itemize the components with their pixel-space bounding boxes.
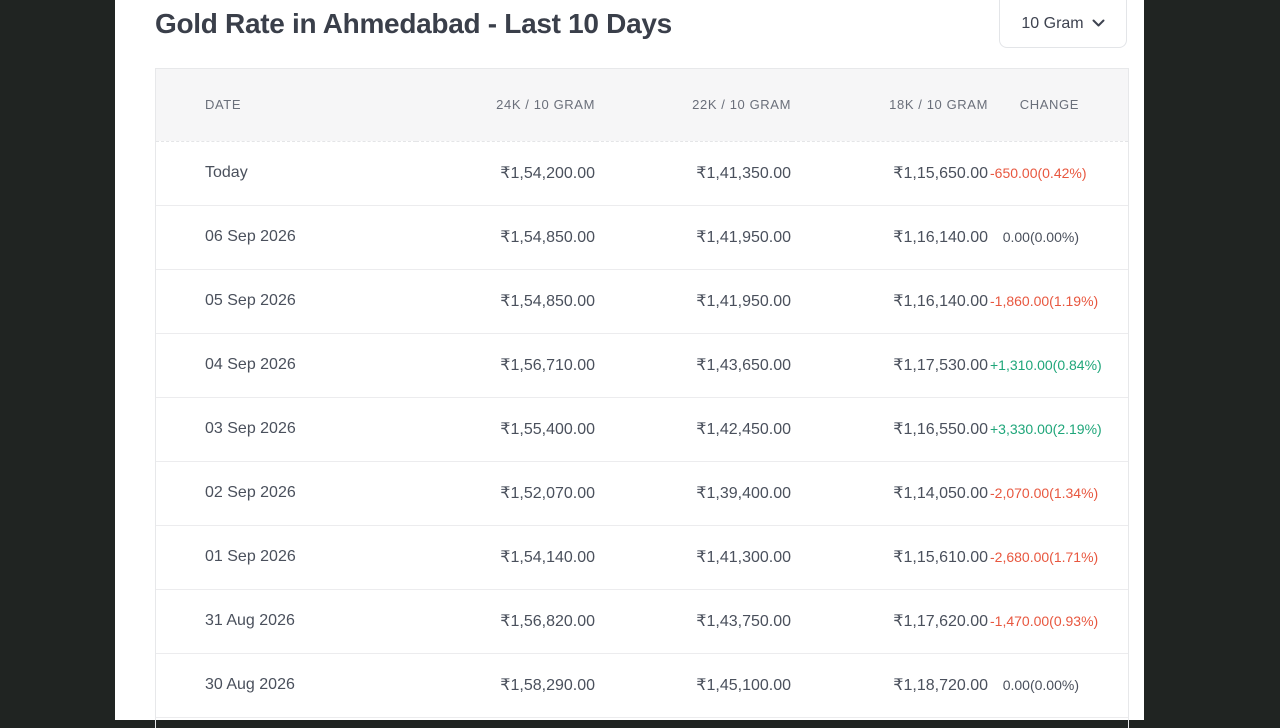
table-header-row: DATE 24K / 10 GRAM 22K / 10 GRAM 18K / 1… — [156, 69, 1128, 142]
change-cell: -1,860.00(1.19%) — [989, 269, 1128, 334]
table-row: Today ₹1,54,200.00 ₹1,41,350.00 ₹1,15,650.0… — [156, 141, 1128, 206]
rate-24k-cell: ₹1,52,070.00 — [416, 461, 596, 526]
rate-22k-cell: ₹1,42,450.00 — [596, 397, 792, 462]
rate-18k-cell: ₹1,16,140.00 — [792, 269, 989, 334]
table-row: 06 Sep 2026 ₹1,54,850.00 ₹1,41,950.00 ₹1,16… — [156, 205, 1128, 270]
rate-24k-cell: ₹1,54,850.00 — [416, 205, 596, 270]
date-cell: 06 Sep 2026 — [156, 205, 416, 270]
table-row: 03 Sep 2026 ₹1,55,400.00 ₹1,42,450.00 ₹1,16… — [156, 397, 1128, 462]
column-header-24k: 24K / 10 GRAM — [416, 69, 596, 142]
column-header-date: DATE — [156, 69, 416, 142]
rate-24k-cell: ₹1,56,710.00 — [416, 333, 596, 398]
rate-24k-cell: ₹1,54,200.00 — [416, 141, 596, 206]
column-header-18k: 18K / 10 GRAM — [792, 69, 989, 142]
unit-dropdown[interactable]: 10 Gram — [999, 0, 1127, 48]
rate-22k-cell: ₹1,43,750.00 — [596, 589, 792, 654]
rate-22k-cell: ₹1,45,100.00 — [596, 653, 792, 718]
table-row: 30 Aug 2026 ₹1,58,290.00 ₹1,45,100.00 ₹1,18… — [156, 653, 1128, 718]
table-row: 31 Aug 2026 ₹1,56,820.00 ₹1,43,750.00 ₹1,17… — [156, 589, 1128, 654]
date-cell: 02 Sep 2026 — [156, 461, 416, 526]
rate-22k-cell: ₹1,41,950.00 — [596, 269, 792, 334]
rate-22k-cell: ₹1,43,650.00 — [596, 333, 792, 398]
rate-22k-cell: ₹1,41,350.00 — [596, 141, 792, 206]
page-title: Gold Rate in Ahmedabad - Last 10 Days — [155, 8, 672, 39]
rate-18k-cell: ₹1,15,610.00 — [792, 525, 989, 590]
rate-18k-cell: ₹1,16,140.00 — [792, 205, 989, 270]
column-header-22k: 22K / 10 GRAM — [596, 69, 792, 142]
change-cell: 0.00(0.00%) — [989, 205, 1128, 270]
date-cell: 05 Sep 2026 — [156, 269, 416, 334]
rate-18k-cell: ₹1,14,050.00 — [792, 461, 989, 526]
rate-18k-cell: ₹1,18,720.00 — [792, 653, 989, 718]
table-row: 02 Sep 2026 ₹1,52,070.00 ₹1,39,400.00 ₹1,14… — [156, 461, 1128, 526]
rate-22k-cell: ₹1,41,300.00 — [596, 525, 792, 590]
rate-18k-cell: ₹1,15,650.00 — [792, 141, 989, 206]
change-cell: -2,070.00(1.34%) — [989, 461, 1128, 526]
rate-24k-cell: ₹1,56,820.00 — [416, 589, 596, 654]
rate-18k-cell: ₹1,17,620.00 — [792, 589, 989, 654]
change-cell: 0.00(0.00%) — [989, 653, 1128, 718]
change-cell: +3,330.00(2.19%) — [989, 397, 1128, 462]
table-row: 05 Sep 2026 ₹1,54,850.00 ₹1,41,950.00 ₹1,16… — [156, 269, 1128, 334]
rate-24k-cell: ₹1,58,290.00 — [416, 653, 596, 718]
rate-24k-cell: ₹1,55,400.00 — [416, 397, 596, 462]
unit-dropdown-value: 10 Gram — [1021, 14, 1084, 32]
rate-18k-cell: ₹1,17,530.00 — [792, 333, 989, 398]
table-row: 04 Sep 2026 ₹1,56,710.00 ₹1,43,650.00 ₹1,17… — [156, 333, 1128, 398]
table-row: 01 Sep 2026 ₹1,54,140.00 ₹1,41,300.00 ₹1,15… — [156, 525, 1128, 590]
rate-24k-cell: ₹1,54,140.00 — [416, 525, 596, 590]
gold-rate-table: DATE 24K / 10 GRAM 22K / 10 GRAM 18K / 1… — [155, 68, 1129, 728]
rate-18k-cell: ₹1,16,550.00 — [792, 397, 989, 462]
change-cell: -1,470.00(0.93%) — [989, 589, 1128, 654]
chevron-down-icon — [1092, 15, 1105, 33]
change-cell: +1,310.00(0.84%) — [989, 333, 1128, 398]
rate-22k-cell: ₹1,41,950.00 — [596, 205, 792, 270]
change-cell: -2,680.00(1.71%) — [989, 525, 1128, 590]
date-cell: Today — [156, 141, 416, 206]
date-cell: 31 Aug 2026 — [156, 589, 416, 654]
column-header-change: CHANGE — [989, 69, 1128, 142]
rate-22k-cell: ₹1,39,400.00 — [596, 461, 792, 526]
date-cell: 01 Sep 2026 — [156, 525, 416, 590]
date-cell: 30 Aug 2026 — [156, 653, 416, 718]
change-cell: -650.00(0.42%) — [989, 141, 1128, 206]
gold-rate-panel: Gold Rate in Ahmedabad - Last 10 Days 10… — [115, 0, 1144, 728]
rate-24k-cell: ₹1,54,850.00 — [416, 269, 596, 334]
date-cell: 03 Sep 2026 — [156, 397, 416, 462]
date-cell: 04 Sep 2026 — [156, 333, 416, 398]
